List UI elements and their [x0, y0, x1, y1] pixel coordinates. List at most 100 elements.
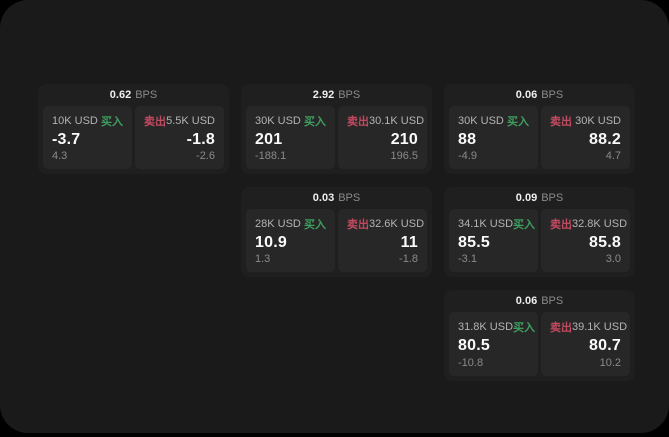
sell-panel-top: 卖出 5.5K USD	[144, 113, 215, 129]
buy-amount: 28K USD	[255, 218, 301, 230]
sell-value: 210	[390, 130, 418, 148]
buy-panel-top: 31.8K USD 买入	[458, 319, 535, 335]
sell-sub-value: -2.6	[196, 150, 215, 162]
sell-amount: 39.1K USD	[572, 321, 628, 333]
sell-panel-top: 卖出 32.8K USD	[550, 216, 627, 232]
buy-value: 201	[255, 130, 283, 148]
sell-tag: 卖出	[550, 322, 572, 334]
bps-quote-card: 0.03 BPS 28K USD 买入 10.9 1.3 卖出 32.6K US…	[241, 187, 432, 277]
bps-quote-card: 2.92 BPS 30K USD 买入 201 -188.1 卖出 30.1K …	[241, 84, 432, 174]
sell-panel[interactable]: 卖出 30K USD 88.2 4.7	[541, 106, 630, 169]
sell-amount: 30.1K USD	[369, 115, 425, 127]
buy-tag: 买入	[304, 116, 326, 128]
buy-amount: 34.1K USD	[458, 218, 514, 230]
buy-sub-value: -188.1	[255, 150, 287, 162]
sell-tag: 卖出	[347, 219, 369, 231]
buy-panel-top: 28K USD 买入	[255, 216, 326, 232]
bps-value: 0.06	[515, 89, 538, 101]
buy-panel-top: 10K USD 买入	[52, 113, 123, 129]
card-body: 31.8K USD 买入 80.5 -10.8 卖出 39.1K USD 80.…	[449, 312, 630, 376]
sell-tag: 卖出	[144, 116, 166, 128]
buy-sub-value: -10.8	[458, 357, 484, 369]
card-body: 34.1K USD 买入 85.5 -3.1 卖出 32.8K USD 85.8…	[449, 209, 630, 272]
buy-value: -3.7	[52, 130, 81, 148]
quote-cards-grid: 0.62 BPS 10K USD 买入 -3.7 4.3 卖出 5.5K USD…	[38, 84, 635, 381]
sell-sub-value: 10.2	[599, 357, 621, 369]
sell-panel-top: 卖出 32.6K USD	[347, 216, 424, 232]
card-header: 0.06 BPS	[449, 290, 630, 312]
bps-unit-label: BPS	[541, 89, 564, 101]
buy-sub-value: -4.9	[458, 150, 477, 162]
sell-value: -1.8	[186, 130, 215, 148]
sell-sub-value: 4.7	[605, 150, 621, 162]
buy-panel[interactable]: 28K USD 买入 10.9 1.3	[246, 209, 335, 272]
sell-sub-value: 3.0	[605, 253, 621, 265]
sell-tag: 卖出	[550, 219, 572, 231]
card-header: 0.09 BPS	[449, 187, 630, 209]
card-header: 2.92 BPS	[246, 84, 427, 106]
bps-unit-label: BPS	[338, 89, 361, 101]
sell-amount: 5.5K USD	[166, 115, 215, 127]
buy-panel[interactable]: 31.8K USD 买入 80.5 -10.8	[449, 312, 538, 376]
buy-amount: 10K USD	[52, 115, 98, 127]
buy-sub-value: 4.3	[52, 150, 68, 162]
bps-quote-card: 0.06 BPS 31.8K USD 买入 80.5 -10.8 卖出 39.1…	[444, 290, 635, 381]
buy-panel[interactable]: 30K USD 买入 201 -188.1	[246, 106, 335, 169]
sell-panel-top: 卖出 30K USD	[550, 113, 621, 129]
buy-tag: 买入	[513, 219, 536, 231]
buy-tag: 买入	[513, 322, 536, 334]
buy-value: 85.5	[458, 233, 490, 251]
sell-amount: 30K USD	[575, 115, 621, 127]
card-body: 30K USD 买入 201 -188.1 卖出 30.1K USD 210 1…	[246, 106, 427, 169]
sell-sub-value: -1.8	[399, 253, 418, 265]
buy-panel[interactable]: 34.1K USD 买入 85.5 -3.1	[449, 209, 538, 272]
bps-quote-card: 0.09 BPS 34.1K USD 买入 85.5 -3.1 卖出 32.8K…	[444, 187, 635, 277]
card-header: 0.62 BPS	[43, 84, 224, 106]
bps-value: 0.06	[515, 295, 538, 307]
bps-value: 0.03	[312, 192, 335, 204]
buy-panel-top: 34.1K USD 买入	[458, 216, 535, 232]
buy-tag: 买入	[101, 116, 123, 128]
bps-quote-card: 0.06 BPS 30K USD 买入 88 -4.9 卖出 30K USD 8…	[444, 84, 635, 174]
buy-amount: 31.8K USD	[458, 321, 514, 333]
buy-value: 10.9	[255, 233, 287, 251]
buy-tag: 买入	[304, 219, 326, 231]
buy-amount: 30K USD	[458, 115, 504, 127]
sell-panel[interactable]: 卖出 30.1K USD 210 196.5	[338, 106, 427, 169]
buy-value: 88	[458, 130, 477, 148]
sell-panel[interactable]: 卖出 32.6K USD 11 -1.8	[338, 209, 427, 272]
bps-value: 0.62	[109, 89, 132, 101]
bps-unit-label: BPS	[338, 192, 361, 204]
sell-tag: 卖出	[347, 116, 369, 128]
sell-value: 88.2	[589, 130, 621, 148]
buy-panel[interactable]: 30K USD 买入 88 -4.9	[449, 106, 538, 169]
sell-panel-top: 卖出 39.1K USD	[550, 319, 627, 335]
bps-unit-label: BPS	[541, 295, 564, 307]
bps-value: 0.09	[515, 192, 538, 204]
sell-panel[interactable]: 卖出 5.5K USD -1.8 -2.6	[135, 106, 224, 169]
buy-value: 80.5	[458, 337, 490, 354]
card-header: 0.03 BPS	[246, 187, 427, 209]
bps-quote-card: 0.62 BPS 10K USD 买入 -3.7 4.3 卖出 5.5K USD…	[38, 84, 229, 174]
buy-panel[interactable]: 10K USD 买入 -3.7 4.3	[43, 106, 132, 169]
sell-sub-value: 196.5	[390, 150, 418, 162]
buy-tag: 买入	[507, 116, 529, 128]
card-body: 10K USD 买入 -3.7 4.3 卖出 5.5K USD -1.8 -2.…	[43, 106, 224, 169]
sell-tag: 卖出	[550, 116, 572, 128]
sell-amount: 32.6K USD	[369, 218, 425, 230]
buy-panel-top: 30K USD 买入	[458, 113, 529, 129]
sell-value: 11	[400, 233, 418, 251]
bps-unit-label: BPS	[541, 192, 564, 204]
sell-amount: 32.8K USD	[572, 218, 628, 230]
buy-amount: 30K USD	[255, 115, 301, 127]
bps-value: 2.92	[312, 89, 335, 101]
card-header: 0.06 BPS	[449, 84, 630, 106]
buy-sub-value: -3.1	[458, 253, 477, 265]
buy-sub-value: 1.3	[255, 253, 271, 265]
sell-panel[interactable]: 卖出 39.1K USD 80.7 10.2	[541, 312, 630, 376]
card-body: 28K USD 买入 10.9 1.3 卖出 32.6K USD 11 -1.8	[246, 209, 427, 272]
sell-panel[interactable]: 卖出 32.8K USD 85.8 3.0	[541, 209, 630, 272]
sell-value: 85.8	[589, 233, 621, 251]
card-body: 30K USD 买入 88 -4.9 卖出 30K USD 88.2 4.7	[449, 106, 630, 169]
